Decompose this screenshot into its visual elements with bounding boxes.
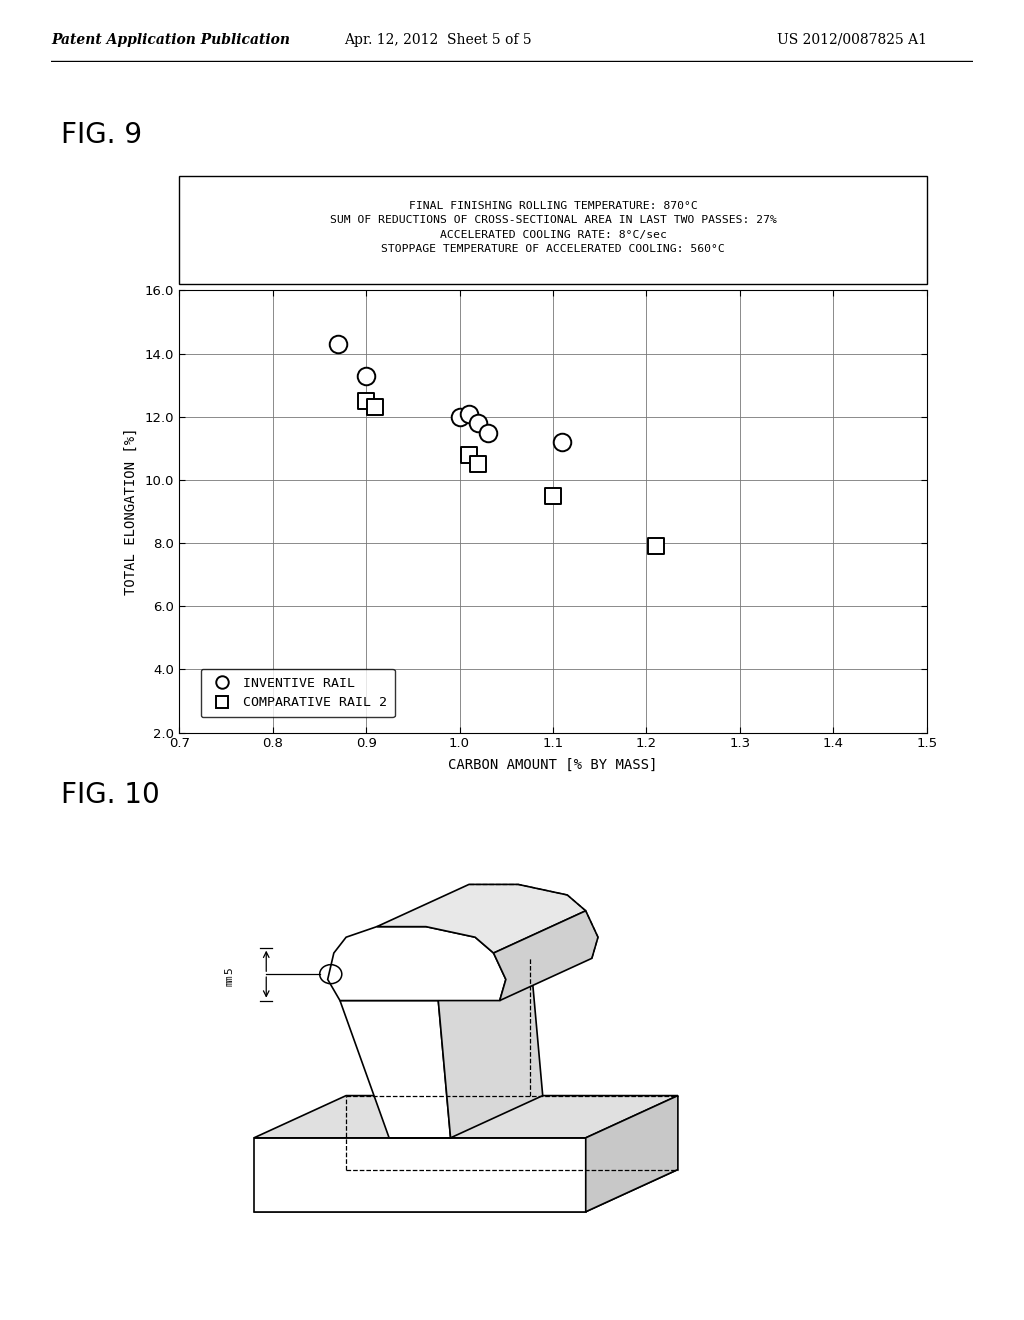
Text: US 2012/0087825 A1: US 2012/0087825 A1 <box>777 33 927 46</box>
Text: FIG. 9: FIG. 9 <box>61 121 142 149</box>
Point <box>647 536 664 557</box>
Point <box>554 432 570 453</box>
Y-axis label: TOTAL ELONGATION [%]: TOTAL ELONGATION [%] <box>124 428 138 595</box>
Point <box>461 403 477 424</box>
Polygon shape <box>254 1170 678 1212</box>
Point <box>358 391 375 412</box>
Point <box>358 366 375 387</box>
Legend: INVENTIVE RAIL, COMPARATIVE RAIL 2: INVENTIVE RAIL, COMPARATIVE RAIL 2 <box>201 669 395 717</box>
Text: mm: mm <box>224 974 234 986</box>
Text: Patent Application Publication: Patent Application Publication <box>51 33 290 46</box>
Point <box>461 444 477 465</box>
Point <box>470 454 486 475</box>
Text: 5: 5 <box>224 968 234 974</box>
Polygon shape <box>438 958 543 1138</box>
Point <box>545 486 561 507</box>
Text: FINAL FINISHING ROLLING TEMPERATURE: 870°C
SUM OF REDUCTIONS OF CROSS-SECTIONAL : FINAL FINISHING ROLLING TEMPERATURE: 870… <box>330 201 776 255</box>
Text: FIG. 10: FIG. 10 <box>61 781 160 809</box>
Point <box>452 407 468 428</box>
Text: Apr. 12, 2012  Sheet 5 of 5: Apr. 12, 2012 Sheet 5 of 5 <box>344 33 532 46</box>
Point <box>479 422 496 444</box>
Polygon shape <box>494 911 598 1001</box>
Polygon shape <box>586 1096 678 1212</box>
Point <box>330 334 346 355</box>
Polygon shape <box>254 1096 678 1138</box>
X-axis label: CARBON AMOUNT [% BY MASS]: CARBON AMOUNT [% BY MASS] <box>449 758 657 771</box>
Polygon shape <box>340 1001 451 1138</box>
Point <box>470 412 486 433</box>
Polygon shape <box>328 927 506 1001</box>
Point <box>368 397 384 418</box>
Polygon shape <box>254 1138 586 1212</box>
FancyBboxPatch shape <box>179 176 927 284</box>
Polygon shape <box>377 884 586 953</box>
